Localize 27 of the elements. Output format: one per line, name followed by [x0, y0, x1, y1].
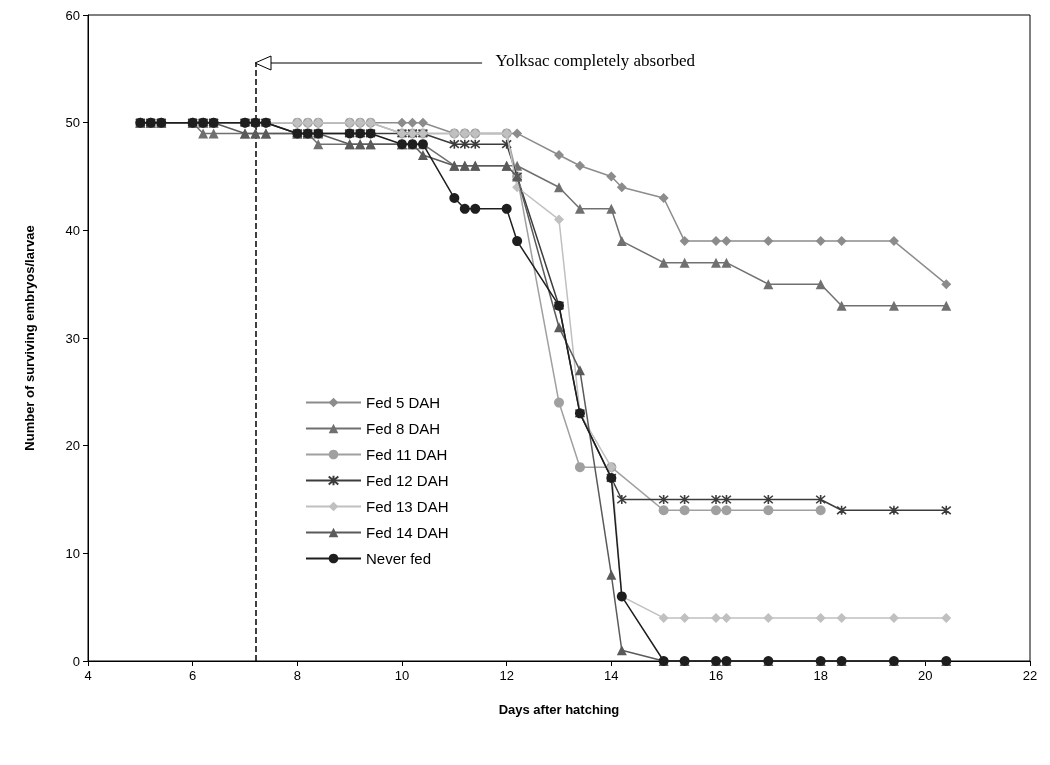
- legend-label: Fed 5 DAH: [366, 394, 441, 411]
- y-tick-label: 60: [65, 7, 80, 23]
- x-tick-label: 4: [84, 668, 92, 683]
- x-tick-label: 16: [708, 668, 724, 683]
- legend-label: Never fed: [366, 550, 432, 567]
- y-tick-label: 20: [65, 438, 80, 454]
- y-tick-label: 50: [65, 115, 80, 131]
- y-tick-label: 10: [65, 545, 80, 561]
- legend-label: Fed 8 DAH: [366, 420, 441, 437]
- x-tick-label: 8: [293, 668, 301, 683]
- x-tick-label: 20: [918, 668, 933, 683]
- x-tick-label: 10: [394, 668, 410, 683]
- legend-label: Fed 13 DAH: [366, 498, 449, 515]
- legend-label: Fed 14 DAH: [366, 524, 449, 541]
- y-axis-title: Number of surviving embryos/larvae: [22, 225, 37, 451]
- annotation: Yolksac completely absorbed: [495, 51, 695, 72]
- y-tick-label: 40: [65, 222, 80, 238]
- x-axis-title: Days after hatching: [498, 702, 620, 717]
- y-tick-label: 30: [65, 330, 80, 346]
- x-tick-label: 6: [189, 668, 197, 683]
- x-tick-label: 12: [499, 668, 514, 683]
- x-tick-label: 18: [813, 668, 828, 683]
- x-tick-label: 22: [1022, 668, 1038, 683]
- y-tick-label: 0: [72, 653, 80, 669]
- legend-label: Fed 12 DAH: [366, 472, 449, 489]
- legend-label: Fed 11 DAH: [366, 446, 448, 463]
- x-tick-label: 14: [604, 668, 619, 683]
